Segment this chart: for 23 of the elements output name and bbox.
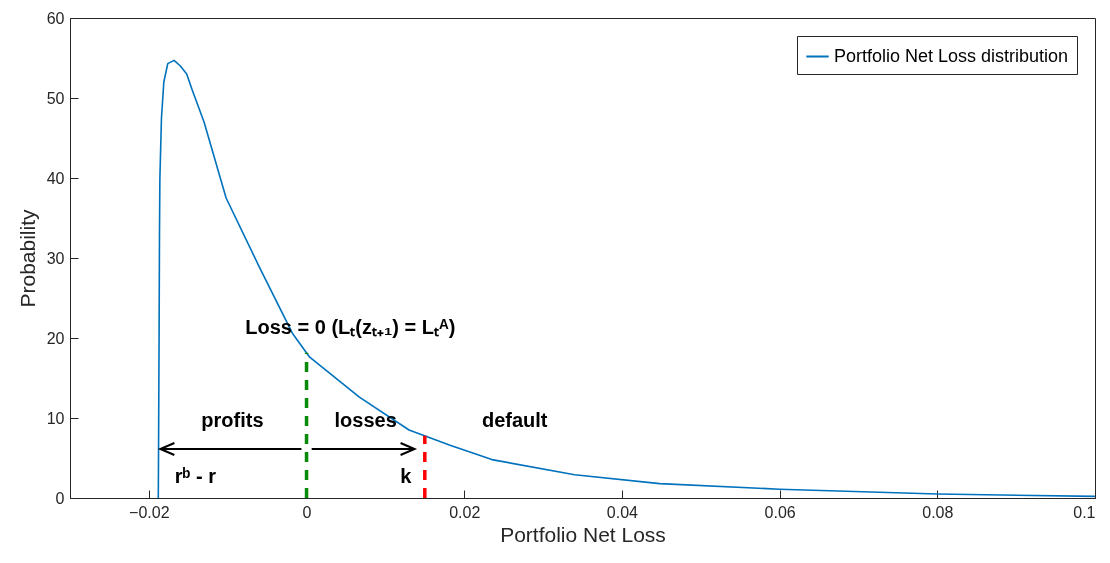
annotation: default	[481, 409, 548, 432]
x-tick-label: −0.02	[129, 503, 170, 521]
y-tick-label: 0	[55, 489, 65, 507]
y-tick-label: 40	[46, 169, 65, 187]
y-tick-label: 60	[46, 9, 65, 27]
annotation: rᵇ - r	[174, 465, 217, 488]
y-axis-title: Probability	[15, 208, 39, 308]
x-tick-label: 0.04	[606, 503, 639, 521]
x-tick-label: 0	[302, 503, 312, 521]
y-tick-label: 20	[46, 329, 65, 347]
annotation: losses	[334, 409, 397, 432]
x-tick-label: 0.06	[764, 503, 796, 521]
x-tick-label: 0.1	[1073, 503, 1096, 521]
x-tick-label: 0.08	[922, 503, 954, 521]
y-tick-label: 50	[46, 89, 65, 107]
annotation: Loss = 0 (Lₜ(zₜ₊₁) = Lₜᴬ)	[245, 315, 456, 338]
y-tick-label: 10	[46, 409, 65, 427]
annotation: k	[400, 465, 413, 488]
y-tick-label: 30	[46, 249, 65, 267]
legend-label: Portfolio Net Loss distribution	[834, 45, 1069, 66]
annotation: profits	[201, 409, 264, 432]
x-tick-label: 0.02	[449, 503, 481, 521]
x-axis-title: Portfolio Net Loss	[500, 522, 666, 546]
